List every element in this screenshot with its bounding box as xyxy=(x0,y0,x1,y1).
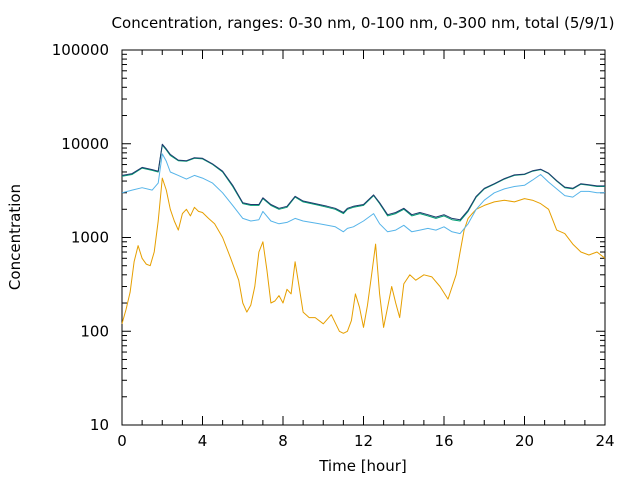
y-tick-label: 10 xyxy=(90,416,109,434)
x-tick-label: 0 xyxy=(117,432,127,450)
x-tick-label: 4 xyxy=(198,432,208,450)
x-axis-label: Time [hour] xyxy=(318,457,407,475)
series-line-4 xyxy=(121,143,605,221)
plot-border xyxy=(121,49,606,426)
y-axis-label: Concentration xyxy=(6,184,24,290)
chart-title: Concentration, ranges: 0-30 nm, 0-100 nm… xyxy=(112,14,615,32)
series-line-1 xyxy=(121,177,606,334)
series-line-3 xyxy=(121,144,605,222)
x-tick-label: 8 xyxy=(278,432,288,450)
y-tick-label: 10000 xyxy=(61,135,109,153)
axis-ticks xyxy=(121,49,606,426)
y-tick-label: 1000 xyxy=(71,229,109,247)
x-tick-label: 24 xyxy=(595,432,614,450)
x-tick-label: 20 xyxy=(515,432,534,450)
data-series xyxy=(121,143,606,334)
x-tick-label: 12 xyxy=(354,432,373,450)
x-tick-label: 16 xyxy=(434,432,453,450)
y-tick-label: 100 xyxy=(80,322,109,340)
y-tick-label: 100000 xyxy=(52,41,109,59)
axis-tick-labels: 0 4 8 12 16 20 24 10 100 1000 10000 100000 xyxy=(52,41,615,450)
series-line-2 xyxy=(121,153,605,235)
plot-area xyxy=(121,49,606,426)
